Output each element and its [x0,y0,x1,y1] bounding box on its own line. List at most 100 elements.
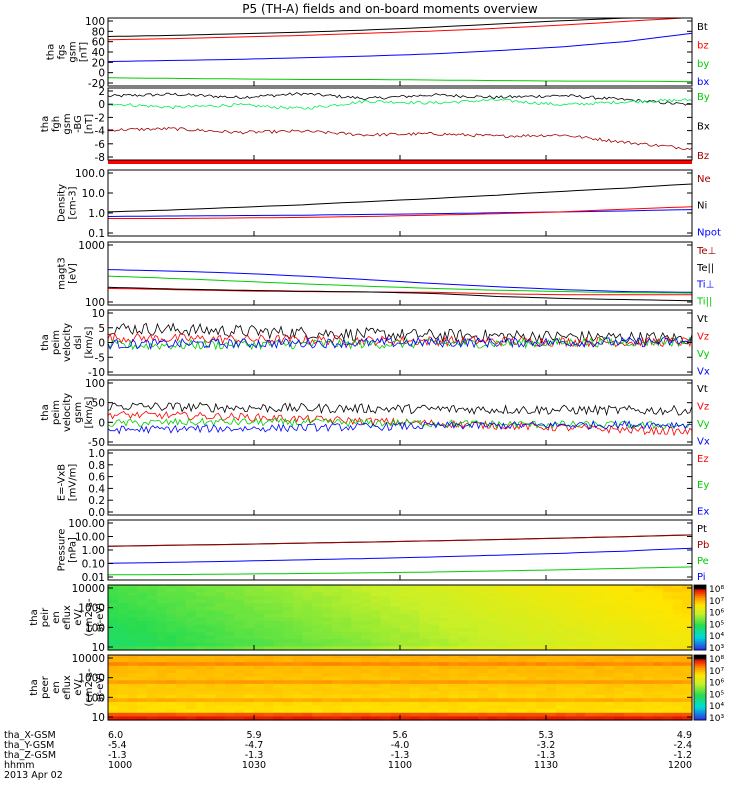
heatmap-cell [380,588,391,593]
heatmap-cell [205,676,216,681]
heatmap-cell [166,599,177,604]
heatmap-cell [468,603,479,608]
heatmap-cell [361,588,372,593]
heatmap-cell [361,662,372,667]
heatmap-cell [604,669,615,674]
heatmap-cell [176,631,187,637]
legend-Pe: Pe [697,556,709,567]
legend-Ni: Ni [697,201,707,212]
heatmap-cell [546,691,557,696]
heatmap-cell [254,624,265,629]
heatmap-cell [477,639,489,644]
heatmap-cell [458,592,469,597]
heatmap-cell [429,642,440,647]
heatmap-cell [254,658,265,663]
heatmap-cell [263,676,275,681]
heatmap-cell [390,628,401,633]
heatmap-cell [448,655,459,660]
colorbar-tick-label: 10⁴ [709,702,724,712]
heatmap-cell [351,683,362,689]
heatmap-cell [653,694,664,699]
heatmap-cell [584,610,596,615]
heatmap-cell [380,624,391,629]
heatmap-cell [409,662,421,667]
ytick-label: 10000 [72,583,105,595]
heatmap-cell [400,705,411,710]
heatmap-cell [244,662,255,667]
flag-bar [108,160,692,164]
colorbar-cell [694,672,706,675]
heatmap-cell [448,595,459,601]
heatmap-cell [341,701,352,707]
heatmap-cell [507,621,518,626]
heatmap-cell [448,662,459,667]
heatmap-cell [653,595,664,601]
heatmap-cell [487,709,498,714]
heatmap-cell [137,701,148,707]
colorbar-cell [694,704,706,708]
heatmap-cell [254,599,265,604]
heatmap-cell [205,588,216,593]
heatmap-cell [643,585,654,590]
heatmap-cell [604,595,615,601]
heatmap-cell [594,655,605,660]
heatmap-cell [487,658,498,663]
heatmap-cell [292,709,304,714]
heatmap-cell [429,665,440,671]
heatmap-cell [331,624,343,629]
heatmap-cell [614,701,625,707]
heatmap-cell [215,603,226,608]
xaxis-value: -1.2 [673,750,692,761]
heatmap-cell [575,624,586,629]
heatmap-cell [341,635,352,640]
heatmap-cell [672,676,683,681]
heatmap-cell [341,694,352,699]
panel-frame [107,87,693,161]
heatmap-cell [273,680,284,685]
heatmap-cell [672,588,683,593]
heatmap-cell [623,588,635,593]
heatmap-cell [409,712,421,717]
heatmap-cell [176,705,187,710]
heatmap-cell [254,639,265,644]
heatmap-cell [370,658,382,663]
colorbar-cell [694,674,706,678]
heatmap-cell [487,639,498,644]
heatmap-cell [312,680,323,685]
heatmap-cell [322,669,333,674]
series-bz [107,17,692,41]
heatmap-cell [108,613,119,619]
heatmap-cell [380,613,391,619]
heatmap-cell [322,680,333,685]
heatmap-cell [185,662,197,667]
heatmap-cell [458,599,469,604]
heatmap-cell [322,701,333,707]
heatmap-cell [341,698,352,703]
heatmap-cell [215,588,226,593]
heatmap-cell [555,676,567,681]
heatmap-cell [409,694,421,699]
heatmap-cell [555,712,567,717]
heatmap-cell [390,655,401,660]
ylabel-line: tha [29,609,40,625]
heatmap-cell [516,716,528,721]
colorbar-cell [694,681,706,684]
heatmap-cell [555,610,567,615]
heatmap-cell [594,646,605,651]
heatmap-cell [312,624,323,629]
heatmap-cell [623,658,635,663]
ytick-label: 0.01 [82,572,105,584]
heatmap-cell [614,716,625,721]
heatmap-cell [584,631,596,637]
heatmap-cell [604,701,615,707]
heatmap-cell [370,655,382,660]
heatmap-cell [662,673,674,678]
heatmap-cell [516,701,528,707]
heatmap-cell [604,705,615,710]
heatmap-cell [662,691,674,696]
heatmap-cell [166,694,177,699]
heatmap-cell [254,628,265,633]
heatmap-cell [507,683,518,689]
heatmap-cell [273,628,284,633]
heatmap-cell [653,712,664,717]
